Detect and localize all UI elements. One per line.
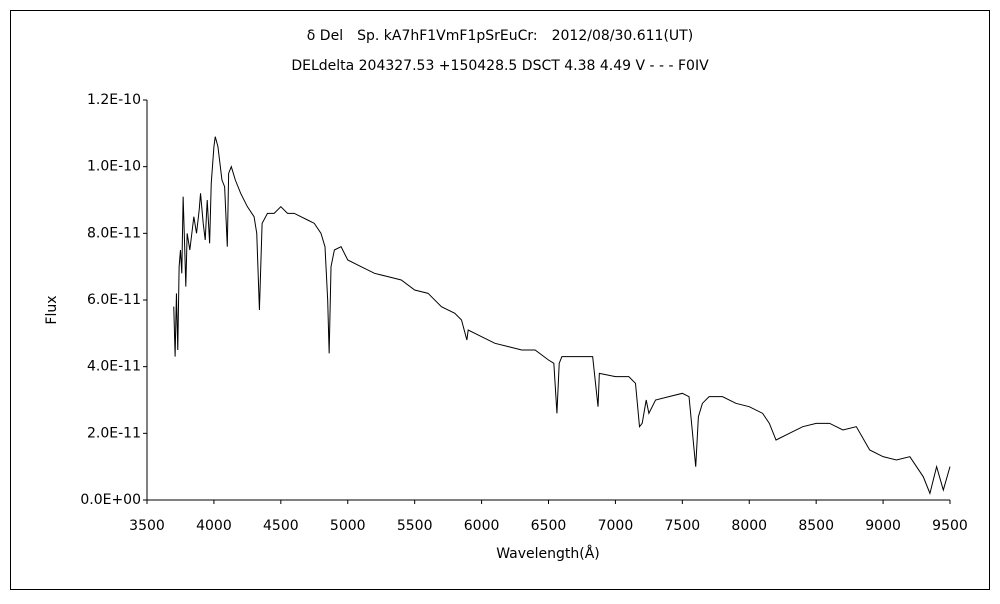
chart-frame bbox=[10, 10, 990, 590]
spectrum-line bbox=[173, 136, 951, 495]
x-tick-label: 5500 bbox=[397, 518, 433, 534]
chart-title: δ Del Sp. kA7hF1VmF1pSrEuCr: 2012/08/30.… bbox=[307, 28, 693, 44]
x-tick-label: 4000 bbox=[196, 518, 232, 534]
x-tick-label: 7000 bbox=[598, 518, 634, 534]
y-tick-label: 2.0E-11 bbox=[87, 425, 141, 441]
x-axis-label: Wavelength(Å) bbox=[496, 545, 600, 562]
x-tick-label: 8000 bbox=[731, 518, 767, 534]
chart-subtitle: DELdelta 204327.53 +150428.5 DSCT 4.38 4… bbox=[291, 58, 709, 74]
x-tick-label: 8500 bbox=[798, 518, 834, 534]
y-tick-label: 6.0E-11 bbox=[87, 292, 141, 308]
x-tick-label: 9000 bbox=[865, 518, 901, 534]
x-tick-label: 5000 bbox=[330, 518, 366, 534]
x-tick-label: 9500 bbox=[932, 518, 968, 534]
y-tick-label: 1.2E-10 bbox=[87, 92, 141, 108]
x-tick-label: 6000 bbox=[464, 518, 500, 534]
x-tick-label: 4500 bbox=[263, 518, 299, 534]
y-axis-label: Flux bbox=[44, 295, 60, 324]
y-tick-label: 4.0E-11 bbox=[87, 359, 141, 375]
y-tick-label: 8.0E-11 bbox=[87, 225, 141, 241]
x-tick-label: 6500 bbox=[531, 518, 567, 534]
x-tick-label: 7500 bbox=[665, 518, 701, 534]
y-tick-label: 0.0E+00 bbox=[80, 492, 141, 508]
y-tick-label: 1.0E-10 bbox=[87, 159, 141, 175]
x-tick-label: 3500 bbox=[129, 518, 165, 534]
